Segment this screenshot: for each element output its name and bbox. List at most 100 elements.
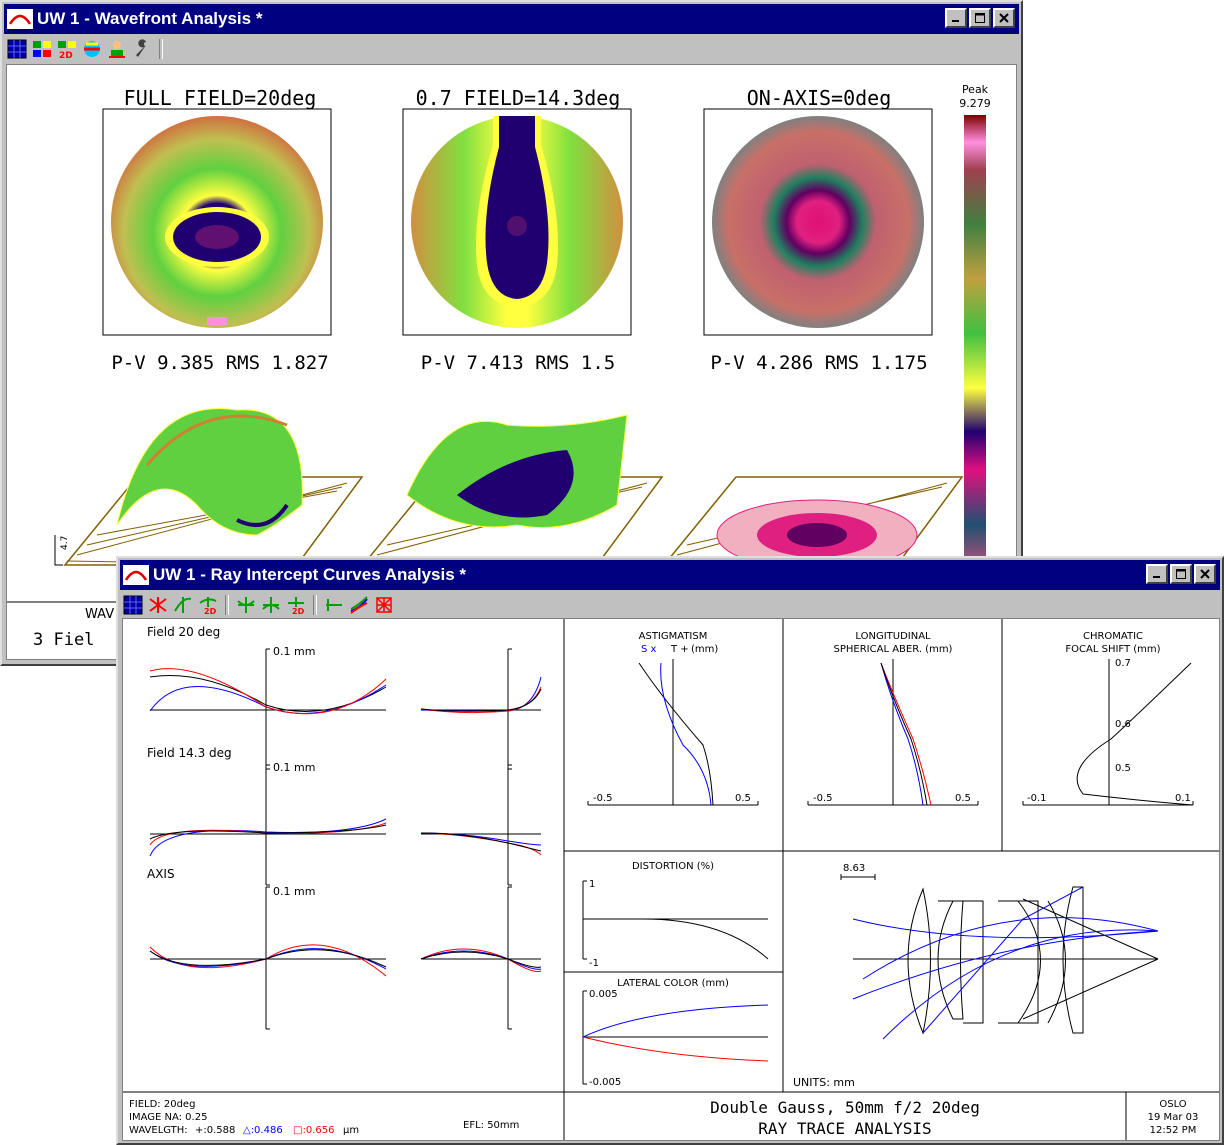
wavefront-surface-full: 4.7: [54, 408, 364, 566]
field-label-axis: AXIS: [147, 867, 175, 881]
wavefront-map-full: [111, 116, 323, 328]
wavefront-titlebar[interactable]: UW 1 - Wavefront Analysis *: [4, 4, 1019, 34]
field-label-14: Field 14.3 deg: [147, 746, 232, 760]
toolbar-separator: [159, 39, 163, 59]
wrench-icon[interactable]: [131, 38, 153, 60]
stats-07: P-V 7.413 RMS 1.5: [421, 352, 615, 374]
person-icon[interactable]: [106, 38, 128, 60]
wavefront-surface-07: [361, 414, 664, 566]
footer-center-line2: RAY TRACE ANALYSIS: [758, 1119, 931, 1138]
footer-right-line3: 12:52 PM: [1150, 1125, 1197, 1136]
toolbar-separator: [225, 595, 229, 615]
maximize-button[interactable]: [1170, 564, 1192, 584]
ray-fan-icon[interactable]: [147, 594, 169, 616]
distortion-ymin: -1: [589, 958, 599, 969]
wavefront-map-07: [411, 116, 623, 328]
grid-icon[interactable]: [6, 38, 28, 60]
astigmatism-units: (mm): [691, 644, 718, 655]
footer-image-na: IMAGE NA: 0.25: [129, 1112, 207, 1123]
ray-intercept-window[interactable]: UW 1 - Ray Intercept Curves Analysis * 2…: [116, 556, 1224, 1145]
close-button[interactable]: [1194, 564, 1216, 584]
ray-fan-group-20: Field 20 deg 0.1 mm: [147, 625, 542, 770]
distortion-panel: DISTORTION (%) 1 -1: [582, 861, 769, 969]
oslo-app-icon: [7, 9, 33, 29]
lens-scale: 8.63: [843, 863, 865, 874]
ray-fan-2d-icon[interactable]: 2D: [197, 594, 219, 616]
distortion-title: DISTORTION (%): [632, 861, 714, 872]
wavefront-footer-left-top: WAV: [85, 607, 114, 622]
footer-wavelength-prefix: WAVELGTH:: [129, 1125, 188, 1136]
stats-axis: P-V 4.286 RMS 1.175: [710, 352, 927, 374]
lateral-color-ymax: 0.005: [589, 989, 618, 1000]
footer-right-line1: OSLO: [1159, 1099, 1186, 1110]
astigmatism-legend-t: T +: [670, 644, 689, 655]
footer-field: FIELD: 20deg: [129, 1099, 195, 1110]
colorbar-peak-value: 9.279: [959, 97, 991, 110]
distortion-ymax: 1: [589, 879, 595, 890]
wavefront-surface-axis: [662, 476, 964, 571]
footer-wl2: △:0.486: [243, 1125, 283, 1136]
intercept-alt-icon[interactable]: [260, 594, 282, 616]
ray-fan-group-14: Field 14.3 deg 0.1 mm: [147, 746, 542, 886]
footer-center-line1: Double Gauss, 50mm f/2 20deg: [710, 1098, 980, 1117]
chromatic-panel: CHROMATIC FOCAL SHIFT (mm) 0.7 0.6 0.5 -…: [1022, 631, 1194, 806]
longitudinal-xmax: 0.5: [955, 793, 971, 804]
astigmatism-xmax: 0.5: [735, 793, 751, 804]
wavefront-2d-icon[interactable]: 2D: [56, 38, 78, 60]
lateral-color-ymin: -0.005: [589, 1077, 621, 1088]
lateral-color-panel: LATERAL COLOR (mm) 0.005 -0.005: [582, 978, 769, 1088]
lens-curves-icon[interactable]: [348, 594, 370, 616]
surface-axis-label: 4.7: [60, 536, 70, 550]
minimize-button[interactable]: [1146, 564, 1168, 584]
astigmatism-legend-s: S x: [641, 644, 657, 655]
toolbar-separator: [313, 595, 317, 615]
ray-footer: FIELD: 20deg IMAGE NA: 0.25 WAVELGTH: +:…: [129, 1098, 1198, 1138]
longitudinal-panel: LONGITUDINAL SPHERICAL ABER. (mm) -0.5 0…: [807, 631, 979, 806]
minimize-button[interactable]: [945, 8, 967, 28]
colorbar-label: Peak: [962, 83, 989, 96]
chromatic-title2: FOCAL SHIFT (mm): [1065, 644, 1160, 655]
close-button[interactable]: [993, 8, 1015, 28]
svg-text:2D: 2D: [292, 607, 305, 615]
footer-wl3: □:0.656: [293, 1125, 334, 1136]
chromatic-xmin: -0.1: [1027, 793, 1047, 804]
lens-layout-panel: 8.63: [793, 863, 1159, 1089]
grid-icon[interactable]: [122, 594, 144, 616]
intercept-icon[interactable]: [235, 594, 257, 616]
ray-titlebar[interactable]: UW 1 - Ray Intercept Curves Analysis *: [120, 560, 1220, 590]
longitudinal-xmin: -0.5: [813, 793, 833, 804]
chromatic-title1: CHROMATIC: [1083, 631, 1143, 642]
chromatic-xmax: 0.1: [1175, 793, 1191, 804]
ray-fan-green-icon[interactable]: [172, 594, 194, 616]
astigmatism-title: ASTIGMATISM: [639, 631, 708, 642]
wavefront-contour-icon[interactable]: [31, 38, 53, 60]
astigmatism-panel: ASTIGMATISM S x T + (mm) -0.5 0.5: [587, 631, 759, 806]
intercept-2d-icon[interactable]: 2D: [285, 594, 307, 616]
svg-text:2D: 2D: [59, 51, 73, 59]
footer-efl: EFL: 50mm: [463, 1120, 519, 1131]
fan-scale-20: 0.1 mm: [273, 645, 315, 658]
ray-plot-area: Field 20 deg 0.1 mm Field 14.3 deg 0.1 m…: [122, 618, 1220, 1141]
svg-text:2D: 2D: [204, 607, 217, 615]
colorbar: [964, 115, 986, 659]
ray-fan-group-axis: AXIS 0.1 mm: [147, 867, 542, 1030]
footer-wl1: +:0.588: [195, 1125, 235, 1136]
chromatic-y1: 0.7: [1115, 658, 1131, 669]
chromatic-y2: 0.6: [1115, 719, 1131, 730]
chromatic-y3: 0.5: [1115, 763, 1131, 774]
aberration-icon[interactable]: [323, 594, 345, 616]
wavefront-toolbar: 2D: [6, 36, 166, 62]
astigmatism-xmin: -0.5: [593, 793, 613, 804]
field-label-full: FULL FIELD=20deg: [124, 86, 317, 110]
footer-wl-unit: µm: [343, 1125, 359, 1136]
field-label-axis: ON-AXIS=0deg: [747, 86, 892, 110]
sphere-icon[interactable]: [81, 38, 103, 60]
longitudinal-title1: LONGITUDINAL: [855, 631, 931, 642]
fan-scale-axis: 0.1 mm: [273, 885, 315, 898]
spot-grid-icon[interactable]: [373, 594, 395, 616]
longitudinal-title2: SPHERICAL ABER. (mm): [834, 644, 953, 655]
wavefront-window-title: UW 1 - Wavefront Analysis *: [37, 9, 263, 28]
ray-toolbar: 2D 2D: [122, 592, 395, 618]
maximize-button[interactable]: [969, 8, 991, 28]
fan-scale-14: 0.1 mm: [273, 761, 315, 774]
